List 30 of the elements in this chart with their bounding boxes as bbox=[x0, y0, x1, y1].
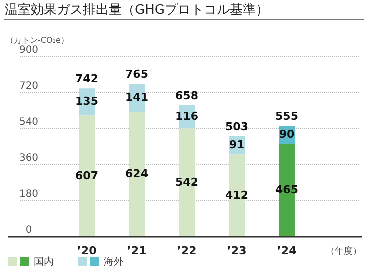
total-label: 742 bbox=[76, 72, 98, 86]
y-tick-label: 540 bbox=[19, 117, 39, 128]
total-label: 503 bbox=[226, 120, 248, 134]
data-label: 90 bbox=[279, 128, 295, 141]
x-tick-label: ’22 bbox=[177, 244, 197, 258]
legend-label: 国内 bbox=[34, 256, 54, 268]
data-label: 607 bbox=[76, 169, 98, 182]
data-label: 412 bbox=[226, 188, 248, 202]
data-label: 624 bbox=[126, 168, 149, 181]
y-tick-label: 180 bbox=[19, 189, 39, 200]
y-tick-label: 900 bbox=[19, 45, 39, 56]
total-label: 658 bbox=[176, 89, 198, 102]
data-label: 141 bbox=[126, 91, 148, 104]
x-tick-label: ’23 bbox=[227, 244, 247, 258]
data-label: 116 bbox=[176, 110, 199, 123]
legend-label: 海外 bbox=[104, 256, 124, 268]
y-tick-label: 0 bbox=[26, 225, 32, 236]
y-axis-title: （万トン-CO₂e） bbox=[6, 36, 69, 45]
chart-title: 温室効果ガス排出量（GHGプロトコル基準） bbox=[5, 2, 269, 18]
data-label: 135 bbox=[76, 95, 98, 108]
x-axis-title: （年度） bbox=[326, 246, 362, 257]
data-label: 91 bbox=[229, 138, 245, 152]
x-tick-label: ’24 bbox=[277, 244, 298, 258]
y-tick-label: 360 bbox=[19, 153, 39, 164]
total-label: 555 bbox=[276, 110, 298, 123]
x-tick-label: ’21 bbox=[127, 244, 147, 258]
x-tick-label: ’20 bbox=[77, 244, 98, 258]
total-label: 765 bbox=[126, 68, 148, 81]
y-tick-label: 720 bbox=[19, 81, 39, 92]
data-label: 542 bbox=[176, 176, 198, 189]
